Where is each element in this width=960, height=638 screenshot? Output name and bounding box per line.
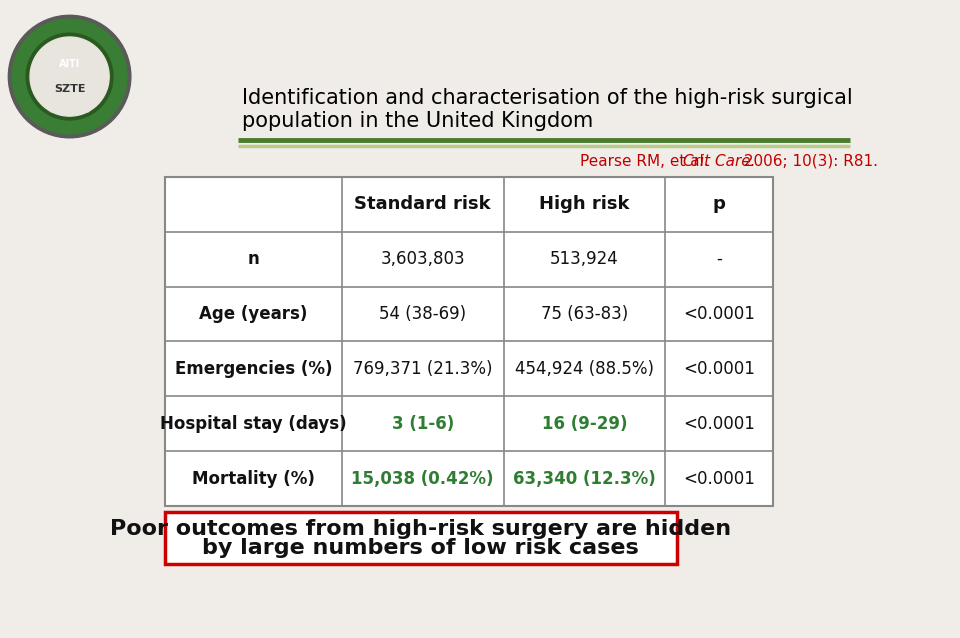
Text: 2006; 10(3): R81.: 2006; 10(3): R81. (739, 154, 878, 169)
Text: 16 (9-29): 16 (9-29) (541, 415, 627, 433)
Text: population in the United Kingdom: population in the United Kingdom (242, 111, 593, 131)
Text: 54 (38-69): 54 (38-69) (379, 305, 467, 323)
Text: <0.0001: <0.0001 (684, 360, 756, 378)
Text: Age (years): Age (years) (199, 305, 307, 323)
Text: Hospital stay (days): Hospital stay (days) (160, 415, 347, 433)
Text: 454,924 (88.5%): 454,924 (88.5%) (515, 360, 654, 378)
Text: 75 (63-83): 75 (63-83) (540, 305, 628, 323)
Text: 3,603,803: 3,603,803 (380, 250, 465, 268)
Text: 513,924: 513,924 (550, 250, 619, 268)
Circle shape (26, 33, 113, 120)
Text: 15,038 (0.42%): 15,038 (0.42%) (351, 470, 494, 488)
Text: SZTE: SZTE (54, 84, 85, 94)
Text: 769,371 (21.3%): 769,371 (21.3%) (353, 360, 492, 378)
Text: Mortality (%): Mortality (%) (192, 470, 315, 488)
Text: 3 (1-6): 3 (1-6) (392, 415, 454, 433)
Text: <0.0001: <0.0001 (684, 470, 756, 488)
Text: p: p (712, 195, 726, 213)
Text: Emergencies (%): Emergencies (%) (175, 360, 332, 378)
Text: <0.0001: <0.0001 (684, 305, 756, 323)
Text: by large numbers of low risk cases: by large numbers of low risk cases (203, 538, 639, 558)
Text: Standard risk: Standard risk (354, 195, 491, 213)
Text: Poor outcomes from high-risk surgery are hidden: Poor outcomes from high-risk surgery are… (110, 519, 732, 539)
Text: AITI: AITI (59, 59, 81, 69)
Text: -: - (716, 250, 722, 268)
Text: Identification and characterisation of the high-risk surgical: Identification and characterisation of t… (242, 88, 852, 108)
Circle shape (9, 15, 131, 138)
Text: n: n (248, 250, 259, 268)
Circle shape (30, 37, 109, 116)
Bar (165, 177, 773, 506)
Bar (165, 512, 677, 564)
Polygon shape (51, 41, 88, 112)
Circle shape (12, 19, 127, 134)
Text: High risk: High risk (540, 195, 630, 213)
Text: Pearse RM, et al.: Pearse RM, et al. (581, 154, 714, 169)
Text: 63,340 (12.3%): 63,340 (12.3%) (513, 470, 656, 488)
Text: <0.0001: <0.0001 (684, 415, 756, 433)
Text: Crit Care.: Crit Care. (684, 154, 756, 169)
